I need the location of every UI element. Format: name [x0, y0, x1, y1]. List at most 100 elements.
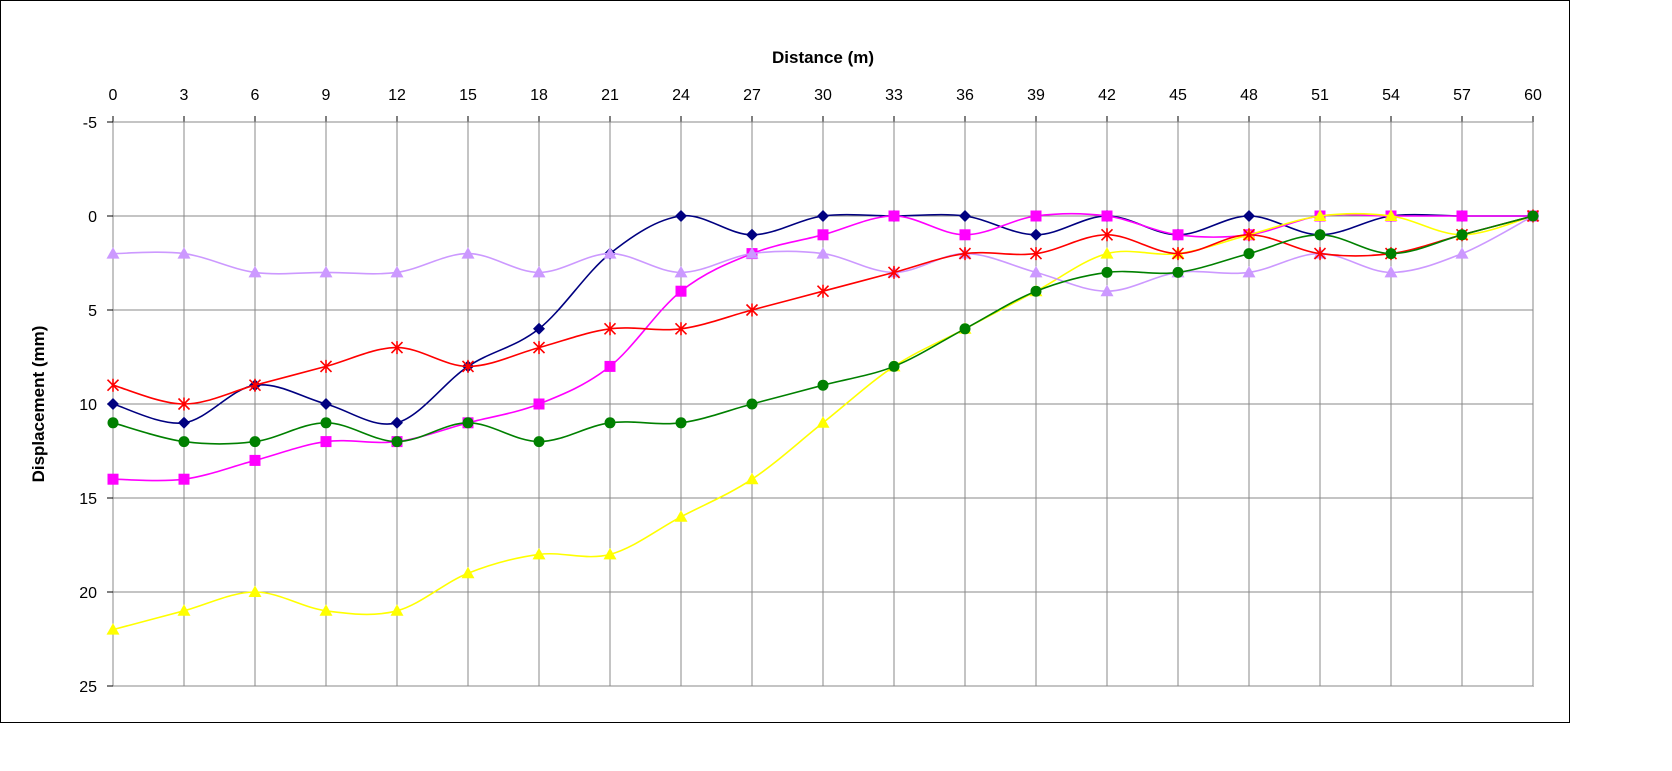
- data-point-diamond: [1030, 228, 1042, 241]
- data-point-triangle: [532, 265, 546, 278]
- data-point-triangle: [177, 604, 191, 616]
- series-6: [107, 210, 1539, 448]
- data-point-triangle: [319, 265, 333, 278]
- data-point-circle: [746, 398, 758, 410]
- data-point-circle: [675, 417, 687, 429]
- x-tick-label: 36: [956, 87, 974, 104]
- data-point-star: [532, 341, 546, 355]
- data-point-triangle: [1384, 209, 1398, 221]
- x-tick-label: 3: [180, 87, 189, 104]
- x-tick-label: 6: [251, 87, 260, 104]
- x-tick-label: 21: [601, 87, 619, 104]
- data-point-triangle: [390, 265, 404, 278]
- data-point-triangle: [1384, 265, 1398, 278]
- data-point-square: [959, 229, 971, 241]
- data-point-circle: [1243, 248, 1255, 260]
- x-tick-label: 18: [530, 87, 548, 104]
- data-point-star: [603, 322, 617, 336]
- data-point-star: [461, 359, 475, 373]
- data-point-triangle: [745, 472, 759, 485]
- data-point-circle: [320, 417, 332, 429]
- data-point-triangle: [390, 604, 404, 616]
- data-point-square: [533, 398, 545, 410]
- data-point-triangle: [1100, 247, 1114, 259]
- y-tick-label: 10: [79, 397, 97, 414]
- y-tick-labels: -5 0 5 10 15 20 25: [79, 115, 97, 696]
- data-point-circle: [107, 417, 119, 429]
- data-point-diamond: [1243, 210, 1255, 222]
- data-point-circle: [178, 436, 190, 448]
- data-point-triangle: [674, 510, 688, 522]
- data-point-diamond: [746, 228, 758, 241]
- y-tick-label: 25: [79, 679, 97, 696]
- data-point-diamond: [533, 322, 545, 335]
- data-point-circle: [1172, 266, 1184, 278]
- data-point-triangle: [1100, 284, 1114, 297]
- data-point-star: [319, 359, 333, 373]
- x-tick-label: 51: [1311, 87, 1329, 104]
- data-point-triangle: [106, 247, 120, 259]
- data-point-circle: [249, 436, 261, 448]
- data-point-star: [390, 341, 404, 355]
- data-point-triangle: [1313, 209, 1327, 221]
- data-point-circle: [391, 436, 403, 448]
- data-point-circle: [1385, 248, 1397, 260]
- data-point-square: [817, 229, 829, 241]
- data-point-triangle: [603, 247, 617, 259]
- data-point-triangle: [248, 265, 262, 278]
- data-point-triangle: [1455, 247, 1469, 259]
- x-tick-label: 45: [1169, 87, 1187, 104]
- data-point-diamond: [320, 398, 332, 410]
- data-point-square: [675, 285, 687, 297]
- data-point-star: [248, 378, 262, 392]
- x-tick-label: 42: [1098, 87, 1116, 104]
- x-tick-label: 60: [1524, 87, 1542, 104]
- x-tick-label: 57: [1453, 87, 1471, 104]
- data-point-star: [106, 378, 120, 392]
- data-point-triangle: [177, 247, 191, 259]
- x-tick-label: 24: [672, 87, 690, 104]
- y-tick-label: -5: [83, 115, 97, 132]
- x-tick-label: 48: [1240, 87, 1258, 104]
- data-point-triangle: [603, 547, 617, 560]
- data-point-star: [887, 265, 901, 279]
- x-tick-label: 9: [322, 87, 331, 104]
- data-point-star: [816, 284, 830, 298]
- data-point-triangle: [1029, 265, 1043, 278]
- data-point-diamond: [959, 210, 971, 222]
- data-point-star: [177, 397, 191, 411]
- data-point-square: [888, 210, 900, 222]
- data-point-triangle: [248, 585, 262, 597]
- x-tick-label: 0: [109, 87, 118, 104]
- x-tick-labels: 0 3 6 9 12 15 18 21 24 27 30 33 36 39 42 45 48 51 54 57 60: [109, 87, 1542, 104]
- data-point-star: [1242, 228, 1256, 242]
- data-point-diamond: [107, 398, 119, 410]
- data-point-triangle: [461, 247, 475, 259]
- data-point-star: [1029, 247, 1043, 261]
- data-point-star: [745, 303, 759, 317]
- data-point-square: [1030, 210, 1042, 222]
- data-point-circle: [533, 436, 545, 448]
- data-point-circle: [1314, 229, 1326, 241]
- data-point-circle: [1527, 210, 1539, 222]
- data-point-circle: [817, 379, 829, 391]
- data-point-triangle: [461, 566, 475, 579]
- x-tick-label: 33: [885, 87, 903, 104]
- y-tick-label: 5: [88, 303, 97, 320]
- data-point-triangle: [319, 604, 333, 616]
- data-point-circle: [1101, 266, 1113, 278]
- data-point-square: [178, 473, 190, 485]
- data-point-diamond: [391, 416, 403, 429]
- data-point-triangle: [1242, 265, 1256, 278]
- x-tick-label: 39: [1027, 87, 1045, 104]
- data-point-square: [107, 473, 119, 485]
- y-tick-label: 20: [79, 585, 97, 602]
- data-point-triangle: [745, 247, 759, 259]
- data-point-star: [1100, 228, 1114, 242]
- y-axis-title: Displacement (mm): [29, 326, 48, 483]
- data-point-diamond: [675, 210, 687, 222]
- x-tick-label: 27: [743, 87, 761, 104]
- data-point-star: [674, 322, 688, 336]
- data-point-star: [1171, 247, 1185, 261]
- x-axis-title: Distance (m): [772, 48, 874, 67]
